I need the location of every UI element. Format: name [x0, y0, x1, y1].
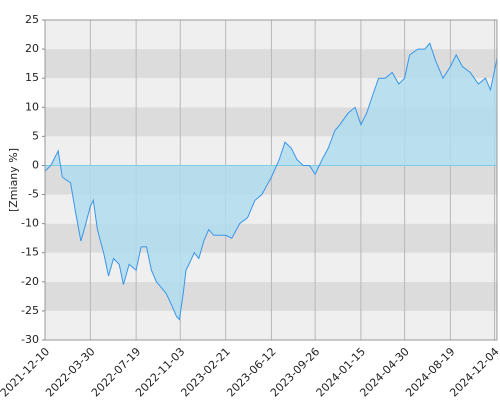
y-tick-label: -10	[21, 217, 39, 230]
line	[44, 42, 498, 321]
y-tick-label: -25	[21, 304, 39, 317]
y-tick-label: 25	[25, 13, 39, 26]
y-axis-label: [Zmiany %]	[7, 148, 20, 212]
y-tick-label: 0	[32, 158, 39, 171]
y-tick-label: 15	[25, 71, 39, 84]
y-tick-label: 5	[32, 129, 39, 142]
y-tick-label: -20	[21, 275, 39, 288]
y-tick-label: -15	[21, 246, 39, 259]
y-tick-label: -30	[21, 333, 39, 346]
y-tick-label: -5	[28, 188, 39, 201]
y-tick-label: 10	[25, 100, 39, 113]
y-tick-label: 20	[25, 42, 39, 55]
plot-frame	[44, 19, 498, 341]
area	[45, 43, 497, 320]
